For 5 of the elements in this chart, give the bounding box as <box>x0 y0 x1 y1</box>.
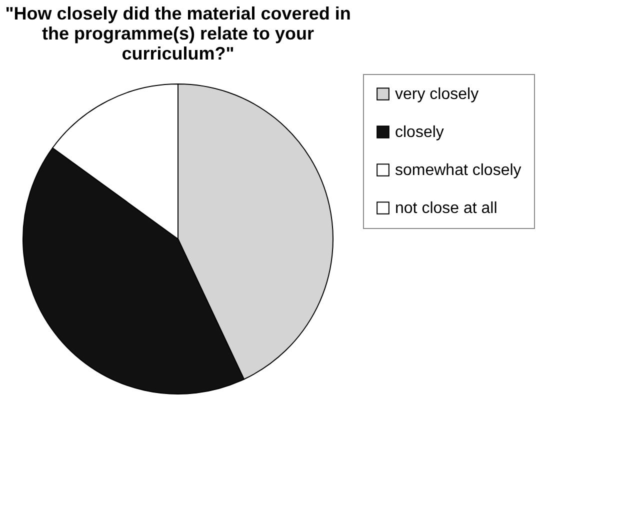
legend-label: very closely <box>395 86 479 103</box>
legend-label: closely <box>395 124 444 141</box>
chart-title: "How closely did the material covered in the programme(s) relate to your curriculum?" <box>5 4 351 64</box>
legend-label: somewhat closely <box>395 162 522 179</box>
legend-label: not close at all <box>395 200 498 217</box>
